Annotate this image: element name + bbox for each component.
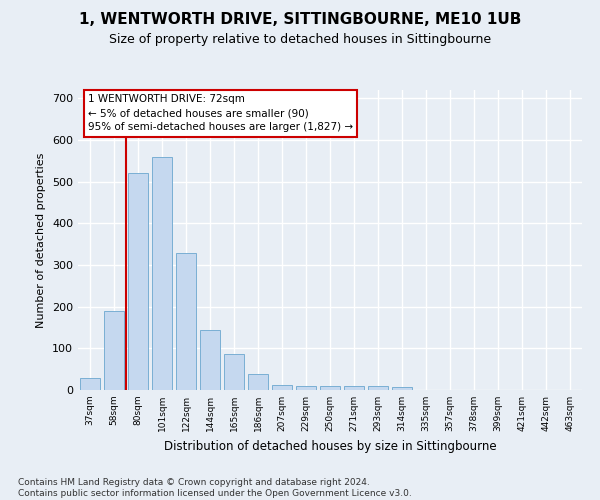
Bar [224, 354, 244, 390]
Y-axis label: Number of detached properties: Number of detached properties [37, 152, 46, 328]
Bar [80, 378, 100, 390]
Bar [176, 252, 196, 390]
X-axis label: Distribution of detached houses by size in Sittingbourne: Distribution of detached houses by size … [164, 440, 496, 452]
Text: Size of property relative to detached houses in Sittingbourne: Size of property relative to detached ho… [109, 32, 491, 46]
Bar [152, 156, 172, 390]
Bar [128, 174, 148, 390]
Bar [272, 385, 292, 390]
Text: Contains HM Land Registry data © Crown copyright and database right 2024.
Contai: Contains HM Land Registry data © Crown c… [18, 478, 412, 498]
Text: 1, WENTWORTH DRIVE, SITTINGBOURNE, ME10 1UB: 1, WENTWORTH DRIVE, SITTINGBOURNE, ME10 … [79, 12, 521, 28]
Text: 1 WENTWORTH DRIVE: 72sqm
← 5% of detached houses are smaller (90)
95% of semi-de: 1 WENTWORTH DRIVE: 72sqm ← 5% of detache… [88, 94, 353, 132]
Bar [368, 386, 388, 390]
Bar [320, 386, 340, 390]
Bar [200, 330, 220, 390]
Bar [296, 386, 316, 390]
Bar [392, 387, 412, 390]
Bar [104, 311, 124, 390]
Bar [248, 374, 268, 390]
Bar [344, 386, 364, 390]
